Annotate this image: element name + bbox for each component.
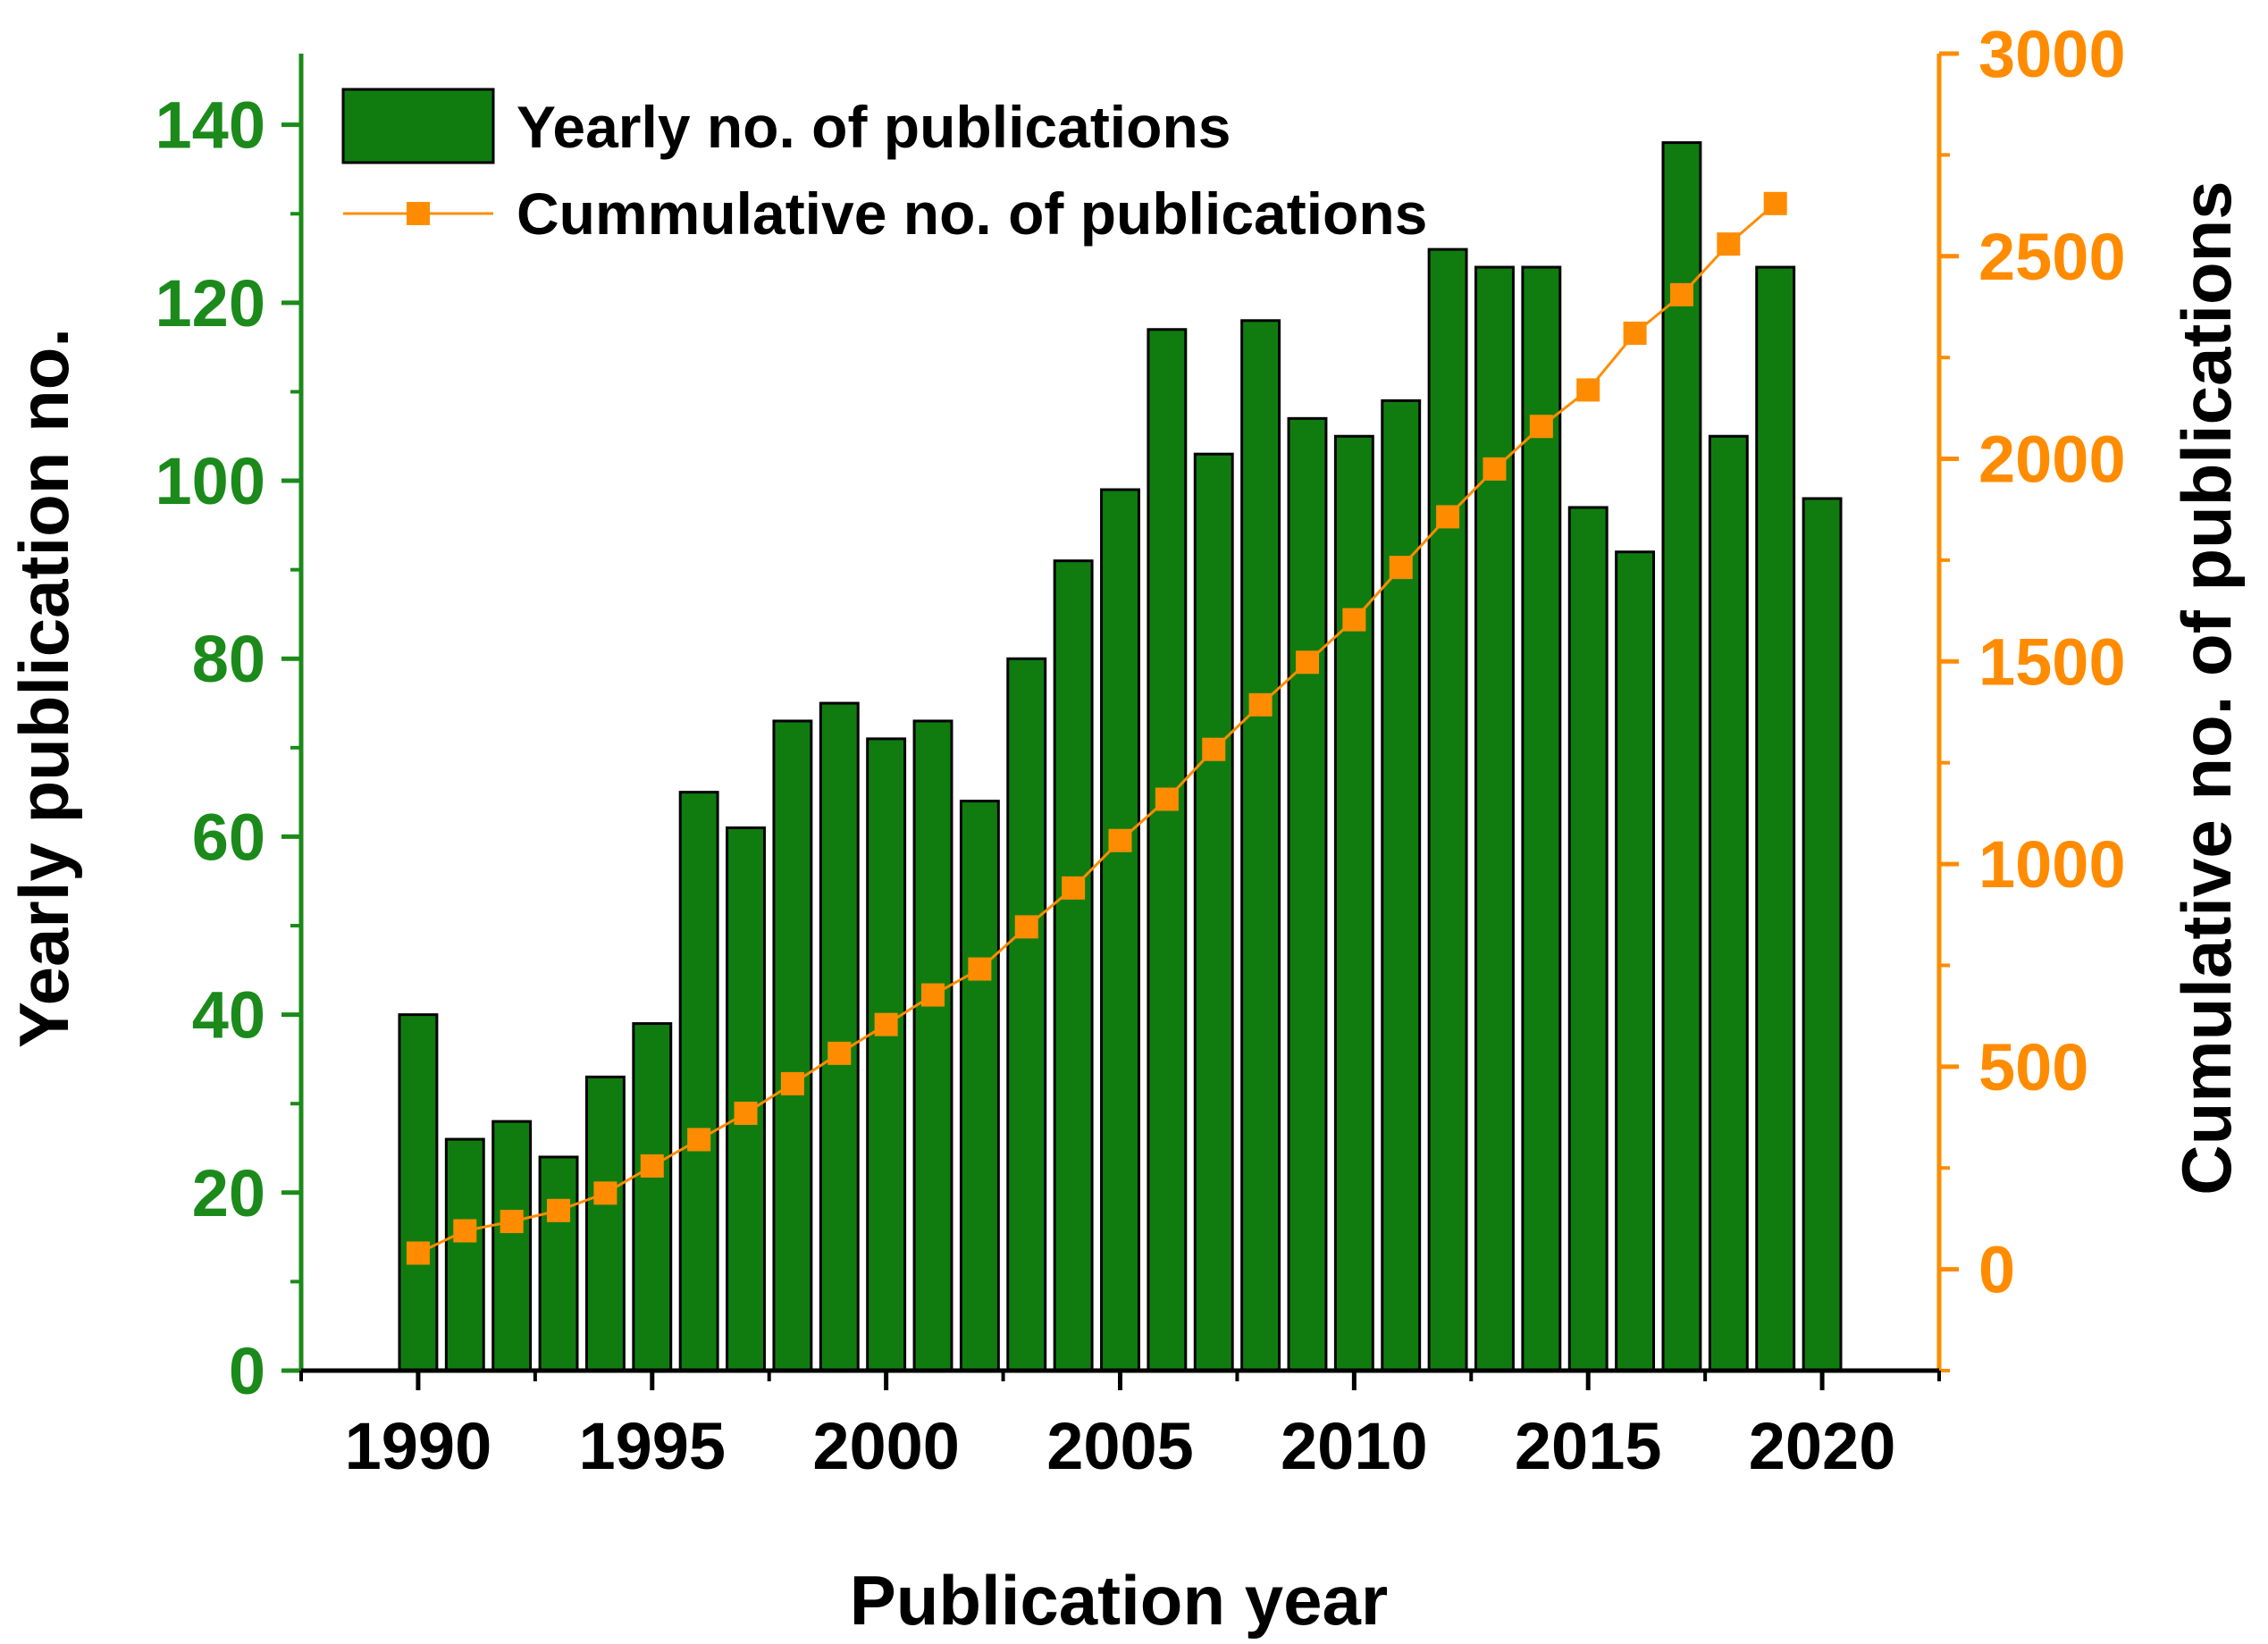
left-tick-label: 100 bbox=[155, 444, 265, 518]
bar-1997 bbox=[726, 826, 766, 1372]
right-tick-label: 2500 bbox=[1978, 220, 2126, 294]
cumulative-point-2008 bbox=[1248, 692, 1273, 717]
cumulative-line-series bbox=[406, 191, 1787, 1265]
bar-2006 bbox=[1147, 328, 1188, 1372]
cumulative-point-2014 bbox=[1529, 415, 1553, 439]
x-tick-label: 2020 bbox=[1749, 1409, 1896, 1483]
bar-2019 bbox=[1755, 265, 1796, 1372]
right-y-axis-title: Cumulative no. of publications bbox=[2167, 180, 2246, 1195]
bar-1992 bbox=[491, 1120, 533, 1372]
bar-2016 bbox=[1615, 550, 1656, 1372]
cumulative-point-2013 bbox=[1483, 457, 1507, 481]
cumulative-point-2002 bbox=[968, 957, 992, 981]
left-tick-label: 0 bbox=[229, 1334, 265, 1408]
bar-1998 bbox=[772, 719, 813, 1372]
bar-2008 bbox=[1240, 319, 1281, 1372]
bar-1994 bbox=[584, 1075, 626, 1372]
right-tick-label: 0 bbox=[1978, 1233, 2015, 1307]
cumulative-point-1998 bbox=[780, 1071, 804, 1095]
bar-series bbox=[398, 141, 1843, 1372]
bar-1999 bbox=[819, 701, 860, 1372]
bar-1995 bbox=[632, 1022, 673, 1372]
legend-line-label: Cummulative no. of publications bbox=[517, 180, 1427, 247]
bar-2012 bbox=[1427, 247, 1468, 1372]
cumulative-point-1996 bbox=[687, 1128, 711, 1152]
bar-2017 bbox=[1661, 141, 1702, 1372]
bar-2007 bbox=[1193, 452, 1234, 1372]
cumulative-point-2019 bbox=[1763, 191, 1787, 215]
x-tick-label: 2010 bbox=[1281, 1409, 1428, 1483]
cumulative-point-1993 bbox=[547, 1198, 571, 1222]
cumulative-point-2015 bbox=[1576, 378, 1600, 402]
bar-1996 bbox=[678, 791, 719, 1372]
cumulative-point-2006 bbox=[1155, 787, 1179, 811]
right-tick-label: 3000 bbox=[1978, 17, 2126, 91]
bar-2005 bbox=[1100, 488, 1140, 1372]
right-y-axis: 0 500 1000 1500 2000 2500 3000 bbox=[1939, 17, 2126, 1372]
bar-2020 bbox=[1802, 497, 1843, 1372]
bar-2010 bbox=[1333, 434, 1374, 1372]
right-tick-label: 2000 bbox=[1978, 423, 2126, 497]
left-tick-label: 40 bbox=[192, 978, 265, 1053]
cumulative-point-2009 bbox=[1295, 650, 1319, 675]
cumulative-point-2010 bbox=[1342, 608, 1366, 632]
bar-2018 bbox=[1708, 434, 1749, 1372]
bar-2009 bbox=[1287, 416, 1328, 1372]
cumulative-point-1997 bbox=[734, 1102, 758, 1126]
left-tick-label: 20 bbox=[192, 1156, 265, 1230]
cumulative-point-2011 bbox=[1389, 556, 1413, 580]
cumulative-point-2012 bbox=[1436, 505, 1460, 529]
cumulative-point-1991 bbox=[453, 1219, 477, 1243]
bar-1993 bbox=[538, 1155, 579, 1372]
cumulative-point-2001 bbox=[921, 983, 945, 1007]
bar-2004 bbox=[1053, 559, 1094, 1372]
bar-1990 bbox=[398, 1013, 439, 1372]
cumulative-point-2007 bbox=[1202, 737, 1226, 761]
right-tick-label: 1500 bbox=[1978, 625, 2126, 699]
cumulative-point-2003 bbox=[1014, 915, 1038, 939]
left-tick-label: 60 bbox=[192, 800, 265, 874]
bar-2002 bbox=[959, 800, 1000, 1372]
legend-bar-swatch bbox=[341, 88, 495, 164]
left-y-axis: 0 20 40 60 80 100 120 140 bbox=[155, 88, 301, 1408]
left-tick-label: 140 bbox=[155, 88, 265, 163]
right-tick-label: 500 bbox=[1978, 1030, 2088, 1104]
cumulative-point-2005 bbox=[1108, 828, 1132, 852]
x-tick-label: 2000 bbox=[812, 1409, 960, 1483]
left-y-axis-title: Yearly publication no. bbox=[4, 328, 83, 1048]
cumulative-point-1995 bbox=[640, 1153, 664, 1178]
bar-2013 bbox=[1474, 265, 1515, 1372]
x-axis-title: Publication year bbox=[850, 1561, 1389, 1640]
cumulative-point-1990 bbox=[406, 1241, 430, 1265]
cumulative-point-1992 bbox=[500, 1210, 524, 1234]
x-tick-label: 2005 bbox=[1046, 1409, 1194, 1483]
x-tick-label: 1990 bbox=[345, 1409, 492, 1483]
bar-2011 bbox=[1381, 398, 1422, 1372]
cumulative-point-2016 bbox=[1623, 321, 1647, 345]
cumulative-point-1999 bbox=[827, 1041, 852, 1065]
right-tick-label: 1000 bbox=[1978, 827, 2126, 902]
cumulative-point-1994 bbox=[593, 1181, 617, 1205]
x-axis: 1990 1995 2000 2005 2010 2015 2020 bbox=[299, 1371, 1941, 1483]
left-tick-label: 120 bbox=[155, 266, 265, 340]
left-tick-label: 80 bbox=[192, 622, 265, 696]
legend-bar-label: Yearly no. of publications bbox=[517, 94, 1231, 160]
cumulative-point-2018 bbox=[1717, 232, 1741, 256]
cumulative-point-2000 bbox=[874, 1012, 898, 1036]
cumulative-point-2004 bbox=[1062, 876, 1086, 900]
x-tick-label: 1995 bbox=[578, 1409, 726, 1483]
bar-1991 bbox=[444, 1137, 485, 1372]
legend-line-marker bbox=[407, 202, 430, 225]
legend: Yearly no. of publications Cummulative n… bbox=[341, 88, 1427, 247]
x-tick-label: 2015 bbox=[1515, 1409, 1662, 1483]
bar-2000 bbox=[866, 737, 907, 1372]
bar-2003 bbox=[1006, 657, 1047, 1372]
cumulative-point-2017 bbox=[1669, 282, 1693, 306]
bar-2015 bbox=[1567, 506, 1609, 1372]
bar-2001 bbox=[912, 719, 953, 1372]
